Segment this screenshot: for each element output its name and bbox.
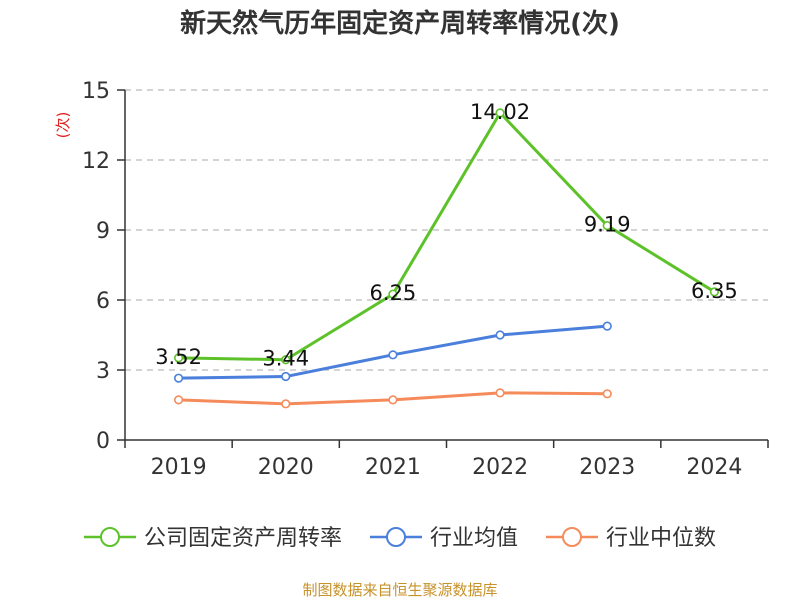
data-point[interactable] xyxy=(709,287,720,297)
data-point[interactable] xyxy=(281,371,291,382)
legend-item[interactable]: 公司固定资产周转率 xyxy=(84,526,342,551)
x-tick-label: 2020 xyxy=(258,455,314,480)
grid xyxy=(125,89,768,371)
y-tick-label: 6 xyxy=(96,289,110,314)
data-point[interactable] xyxy=(388,289,398,299)
legend-marker xyxy=(386,527,406,547)
data-label: 3.52 xyxy=(155,345,202,369)
data-point[interactable] xyxy=(173,395,184,405)
legend[interactable]: 公司固定资产周转率 行业均值 行业中位数 xyxy=(84,526,716,551)
data-point[interactable] xyxy=(602,389,612,399)
data-point[interactable] xyxy=(495,330,505,340)
legend-marker xyxy=(100,527,120,547)
data-point[interactable] xyxy=(388,350,398,360)
y-tick-label: 12 xyxy=(82,149,110,174)
y-tick-label: 9 xyxy=(96,219,110,244)
data-point[interactable] xyxy=(388,395,398,405)
x-tick-label: 2022 xyxy=(472,455,528,480)
data-label: 6.25 xyxy=(370,281,417,305)
chart-title: 新天然气历年固定资产周转率情况(次) xyxy=(180,8,620,39)
data-label: 3.44 xyxy=(262,347,309,371)
x-tick-label: 2019 xyxy=(151,455,207,480)
data-point[interactable] xyxy=(602,321,612,331)
legend-item[interactable]: 行业中位数 xyxy=(546,526,716,551)
data-point[interactable] xyxy=(495,388,505,398)
x-tick-label: 2023 xyxy=(579,455,635,480)
source-note: 制图数据来自恒生聚源数据库 xyxy=(302,581,497,599)
data-label: 9.19 xyxy=(584,213,631,237)
data-label: 14.02 xyxy=(470,100,530,124)
y-tick-label: 0 xyxy=(96,429,110,454)
legend-label: 行业中位数 xyxy=(606,526,716,551)
data-point[interactable] xyxy=(281,355,291,365)
data-point[interactable] xyxy=(495,108,505,118)
data-label: 6.35 xyxy=(691,279,738,303)
legend-marker xyxy=(562,527,582,547)
series-lines xyxy=(173,108,720,409)
data-point[interactable] xyxy=(602,220,612,231)
x-tick-label: 2024 xyxy=(686,455,742,480)
data-labels: 3.52 3.44 6.25 14.02 9.19 6.35 xyxy=(155,100,738,371)
x-tick-label: 2021 xyxy=(365,455,421,480)
legend-item[interactable]: 行业均值 xyxy=(370,526,518,551)
series-line-0 xyxy=(177,111,716,362)
y-tick-label: 15 xyxy=(82,79,110,104)
data-point[interactable] xyxy=(173,353,184,363)
y-axis-label: (次) xyxy=(54,112,72,139)
data-point[interactable] xyxy=(173,373,184,383)
data-point[interactable] xyxy=(281,399,291,409)
legend-label: 行业均值 xyxy=(430,526,518,551)
axes: 0 3 6 9 12 15 2019 2020 2021 2022 2023 2024 xyxy=(82,79,769,480)
legend-label: 公司固定资产周转率 xyxy=(144,526,342,551)
y-tick-label: 3 xyxy=(96,359,110,384)
